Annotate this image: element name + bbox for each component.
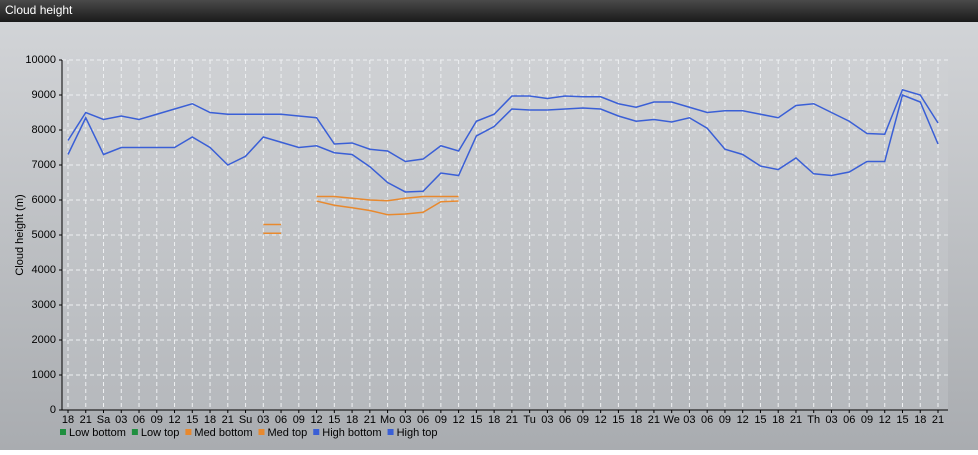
x-tick-label: 03	[541, 414, 553, 426]
x-tick-label: 21	[790, 414, 802, 426]
x-tick-label: Sa	[97, 414, 111, 426]
x-tick-label: Th	[807, 414, 820, 426]
x-tick-label: 15	[328, 414, 340, 426]
x-tick-label: 06	[559, 414, 571, 426]
title-bar	[0, 0, 978, 22]
x-tick-label: 15	[896, 414, 908, 426]
x-tick-label: 06	[843, 414, 855, 426]
x-tick-label: 03	[825, 414, 837, 426]
legend-swatch	[60, 429, 66, 435]
y-tick-label: 2000	[32, 334, 56, 346]
x-tick-label: 06	[701, 414, 713, 426]
x-tick-label: 06	[417, 414, 429, 426]
x-tick-label: 18	[204, 414, 216, 426]
y-tick-label: 5000	[32, 229, 56, 241]
x-tick-label: Tu	[523, 414, 535, 426]
x-tick-label: 15	[754, 414, 766, 426]
x-tick-label: 09	[151, 414, 163, 426]
x-tick-label: 12	[168, 414, 180, 426]
x-tick-label: 15	[612, 414, 624, 426]
legend-label: High top	[397, 427, 438, 439]
x-tick-label: 03	[115, 414, 127, 426]
y-tick-label: 8000	[32, 124, 56, 136]
x-tick-label: 21	[506, 414, 518, 426]
x-tick-label: We	[664, 414, 680, 426]
y-tick-label: 7000	[32, 159, 56, 171]
y-axis-label: Cloud height (m)	[14, 194, 26, 275]
x-tick-label: 09	[435, 414, 447, 426]
x-tick-label: 12	[879, 414, 891, 426]
y-tick-label: 6000	[32, 194, 56, 206]
x-tick-label: 18	[62, 414, 74, 426]
x-tick-label: 21	[80, 414, 92, 426]
x-tick-label: 03	[399, 414, 411, 426]
x-tick-label: 21	[364, 414, 376, 426]
x-tick-label: 12	[310, 414, 322, 426]
series-line	[67, 93, 939, 193]
x-tick-label: 09	[719, 414, 731, 426]
x-tick-label: 18	[772, 414, 784, 426]
legend-swatch	[131, 429, 138, 435]
x-tick-label: 18	[914, 414, 926, 426]
x-tick-label: 18	[488, 414, 500, 426]
y-tick-label: 4000	[32, 264, 56, 276]
x-tick-label: 18	[630, 414, 642, 426]
series-line	[263, 195, 459, 226]
legend-label: Med top	[268, 427, 308, 439]
legend-swatch	[387, 429, 394, 435]
x-tick-label: 21	[932, 414, 944, 426]
y-tick-label: 3000	[32, 299, 56, 311]
x-tick-label: 03	[683, 414, 695, 426]
legend-label: Med bottom	[194, 427, 252, 439]
panel-title: Cloud height	[5, 3, 73, 17]
y-tick-label: 0	[50, 404, 56, 416]
legend-swatch	[258, 429, 265, 435]
series-line	[67, 88, 939, 163]
x-tick-label: Su	[239, 414, 252, 426]
y-tick-label: 10000	[25, 54, 56, 66]
x-tick-label: 21	[648, 414, 660, 426]
x-tick-label: 15	[186, 414, 198, 426]
y-tick-label: 1000	[32, 369, 56, 381]
x-tick-label: 12	[595, 414, 607, 426]
legend-swatch	[185, 429, 192, 435]
y-tick-label: 9000	[32, 89, 56, 101]
x-tick-label: 03	[257, 414, 269, 426]
legend-swatch	[313, 429, 320, 435]
x-tick-label: 09	[293, 414, 305, 426]
x-tick-label: Mo	[380, 414, 395, 426]
x-tick-label: 15	[470, 414, 482, 426]
legend-label: Low bottom	[69, 427, 126, 439]
x-tick-label: 21	[222, 414, 234, 426]
x-tick-label: 09	[861, 414, 873, 426]
x-tick-label: 06	[275, 414, 287, 426]
legend-label: Low top	[141, 427, 180, 439]
x-tick-label: 12	[737, 414, 749, 426]
x-tick-label: 06	[133, 414, 145, 426]
series-line	[263, 200, 459, 234]
x-tick-label: 09	[577, 414, 589, 426]
x-tick-label: 12	[452, 414, 464, 426]
x-tick-label: 18	[346, 414, 358, 426]
legend-label: High bottom	[322, 427, 381, 439]
